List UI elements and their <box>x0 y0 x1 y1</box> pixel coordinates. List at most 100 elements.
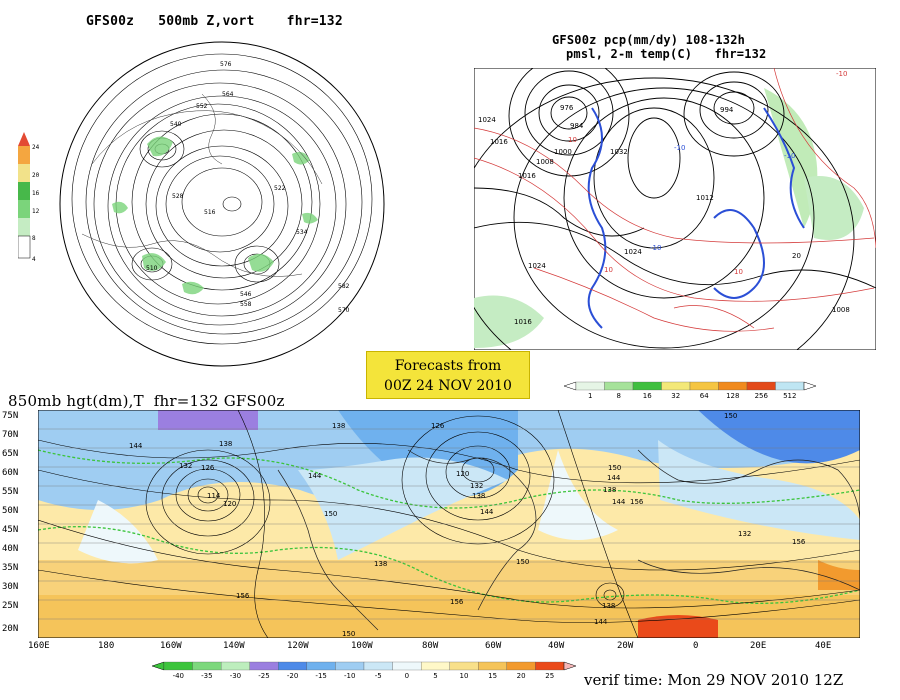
lon-label: 80W <box>422 641 439 651</box>
polar-map-title: GFS00z 500mb Z,vort fhr=132 <box>86 14 343 29</box>
na-pressure-label: 1016 <box>518 172 536 180</box>
temp-cbar-swatch <box>535 661 565 671</box>
temp-cbar-swatch <box>192 661 222 671</box>
pcp-cbar-arrow-right <box>803 381 817 391</box>
wide-height-label: 138 <box>219 440 232 448</box>
temp-cbar-swatch <box>163 661 193 671</box>
lat-label: 70N <box>2 430 19 440</box>
wide-height-label: 126 <box>431 422 445 430</box>
wide-height-label: 150 <box>724 412 737 420</box>
temp-colorbar: -40 -35 -30 -25 -20 -15 -10 -5 0 5 10 15 20 25 <box>151 661 577 680</box>
forecast-badge: Forecasts from 00Z 24 NOV 2010 <box>366 351 530 399</box>
pcp-cbar-swatch <box>775 381 805 391</box>
na-pressure-label: 1016 <box>514 318 532 326</box>
lat-label: 25N <box>2 601 19 611</box>
pcp-cbar-label: 8 <box>617 392 621 400</box>
temp-cbar-arrow-right <box>563 661 577 671</box>
polar-cbar-label: 4 <box>32 256 36 263</box>
lat-label: 30N <box>2 582 19 592</box>
wide-map-title: 850mb hgt(dm),T fhr=132 GFS00z <box>8 392 285 410</box>
temp-cbar-label: -35 <box>201 672 212 680</box>
temp-cbar-label: -20 <box>287 672 298 680</box>
temp-cbar-arrow-left <box>151 661 165 671</box>
pcp-cbar-label: 128 <box>726 392 739 400</box>
wide-height-label: 156 <box>236 592 250 600</box>
polar-contour-label: 534 <box>296 229 308 236</box>
na-temp-label: -10 <box>674 144 685 152</box>
temp-cbar-label: 15 <box>488 672 497 680</box>
na-temp-label: 10 <box>604 266 613 274</box>
temp-cbar-label: 10 <box>460 672 469 680</box>
polar-contour-label: 540 <box>170 121 182 128</box>
verif-time: verif time: Mon 29 NOV 2010 12Z <box>584 671 844 689</box>
lon-label: 60W <box>485 641 502 651</box>
lon-label: 160W <box>160 641 182 651</box>
lon-label: 120W <box>287 641 309 651</box>
lon-label: 40W <box>548 641 565 651</box>
wide-height-label: 126 <box>201 464 215 472</box>
wide-map: 144 138 132 126 114 120 138 126 120 144 … <box>38 410 860 638</box>
lat-label: 60N <box>2 468 19 478</box>
pcp-cbar-swatch <box>604 381 634 391</box>
lat-label: 65N <box>2 449 19 459</box>
wide-height-label: 156 <box>792 538 806 546</box>
pcp-cbar-label: 256 <box>755 392 769 400</box>
pcp-cbar-swatch <box>661 381 691 391</box>
polar-contour-label: 576 <box>220 61 232 68</box>
temp-cbar-swatch <box>506 661 536 671</box>
temp-cbar-label: -30 <box>230 672 241 680</box>
wide-height-label: 138 <box>602 602 615 610</box>
polar-contour-label: 516 <box>204 209 216 216</box>
na-pressure-label: 1032 <box>610 148 628 156</box>
polar-cbar-label: 24 <box>32 144 40 151</box>
lon-label: 100W <box>351 641 373 651</box>
na-map-title-line1: GFS00z pcp(mm/dy) 108-132h <box>552 33 746 47</box>
temp-cbar-label: 20 <box>517 672 526 680</box>
pcp-cbar-label: 64 <box>700 392 709 400</box>
pcp-cbar-label: 32 <box>671 392 680 400</box>
wide-height-label: 144 <box>594 618 608 626</box>
wide-height-label: 120 <box>456 470 469 478</box>
temp-cbar-swatch <box>392 661 422 671</box>
polar-cbar-label: 16 <box>32 190 40 197</box>
pcp-cbar-label: 1 <box>588 392 592 400</box>
na-temp-label: 10 <box>568 136 577 144</box>
temp-cbar-label: -5 <box>375 672 382 680</box>
na-temp-label: -10 <box>784 152 795 160</box>
wide-height-label: 144 <box>607 474 621 482</box>
wide-height-label: 114 <box>207 492 221 500</box>
lat-label: 20N <box>2 624 19 634</box>
pcp-cbar-swatch <box>632 381 662 391</box>
wide-height-label: 150 <box>342 630 355 638</box>
na-pressure-label: 994 <box>720 106 734 114</box>
polar-colorbar-arrow-top <box>18 132 30 146</box>
polar-contour-label: 546 <box>240 291 252 298</box>
wide-height-label: 150 <box>516 558 529 566</box>
polar-contour-label: 522 <box>274 185 286 192</box>
temp-cbar-label: -40 <box>173 672 184 680</box>
pcp-cbar-swatch <box>689 381 719 391</box>
pcp-cbar-swatch <box>575 381 605 391</box>
wide-height-label: 150 <box>608 464 621 472</box>
na-pressure-label: 1008 <box>832 306 850 314</box>
temp-cbar-swatch <box>220 661 250 671</box>
lat-label: 75N <box>2 411 19 421</box>
temp-cbar-label: -15 <box>315 672 326 680</box>
wide-height-label: 144 <box>612 498 626 506</box>
na-pressure-label: 1000 <box>554 148 572 156</box>
polar-contour-label: 582 <box>338 283 350 290</box>
polar-contour-label: 570 <box>338 307 350 314</box>
lon-label: 0 <box>693 641 699 651</box>
temp-cbar-swatch <box>363 661 393 671</box>
lon-label: 40E <box>815 641 832 651</box>
wide-height-label: 138 <box>332 422 345 430</box>
na-pressure-label: 1024 <box>528 262 546 270</box>
forecast-badge-line2: 00Z 24 NOV 2010 <box>384 378 512 394</box>
lon-label: 140W <box>223 641 245 651</box>
wide-height-label: 132 <box>738 530 751 538</box>
pcp-cbar-label: 16 <box>643 392 652 400</box>
wide-height-label: 156 <box>630 498 644 506</box>
wide-height-label: 150 <box>324 510 337 518</box>
pcp-cbar-swatch <box>718 381 748 391</box>
wide-height-label: 120 <box>223 500 236 508</box>
